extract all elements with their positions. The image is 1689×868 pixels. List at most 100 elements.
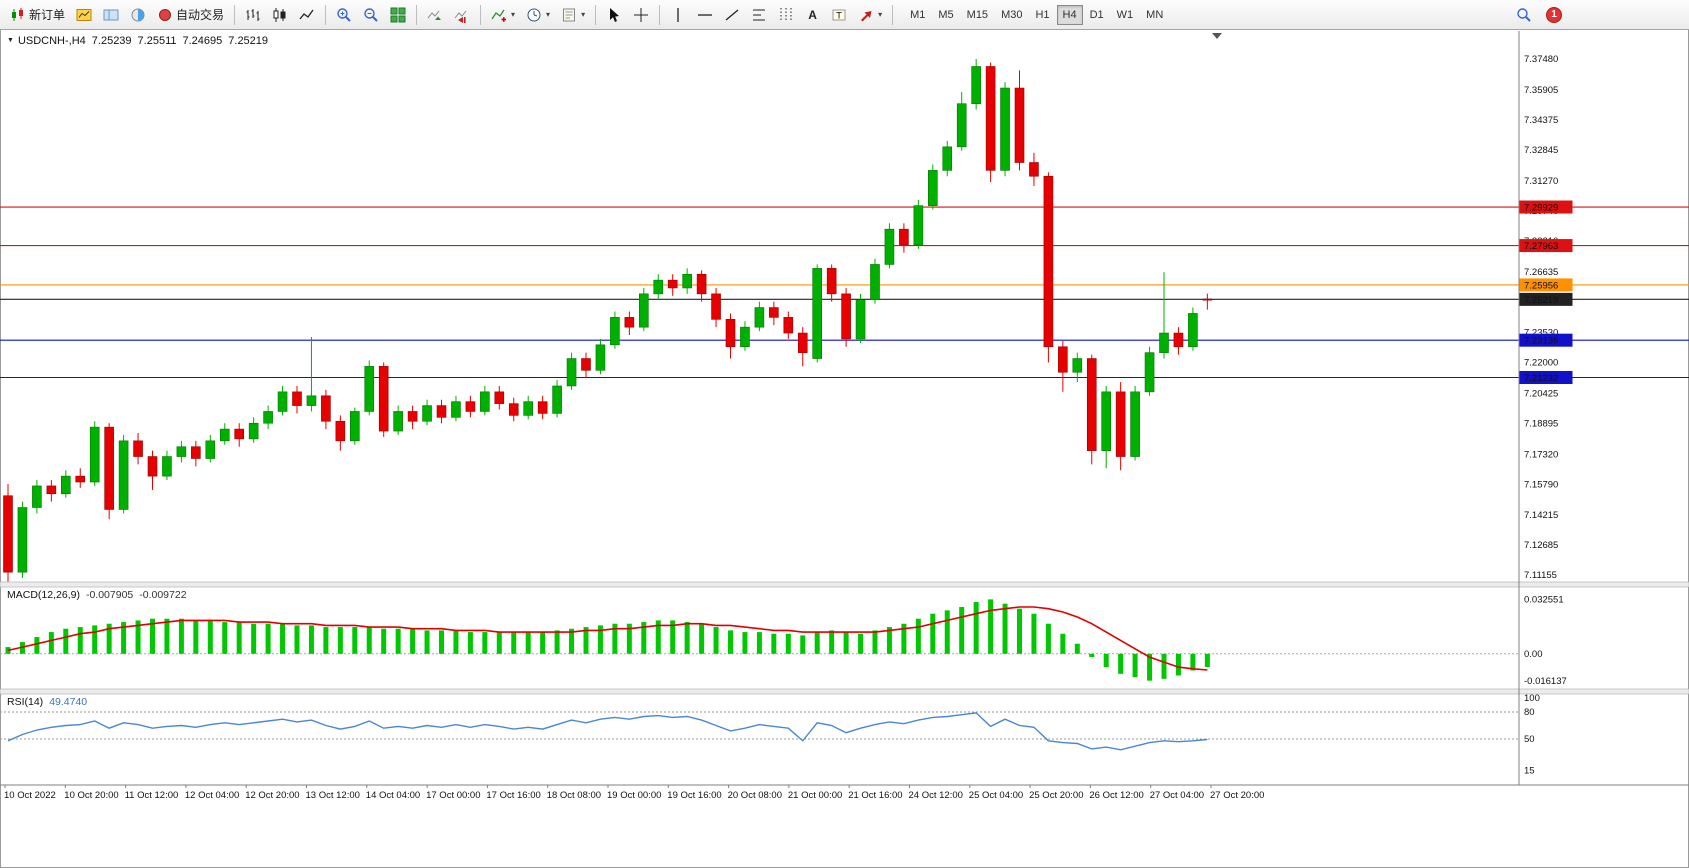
- candle-body: [581, 358, 591, 371]
- text-button[interactable]: A: [800, 3, 825, 27]
- new-order-button[interactable]: 新订单: [5, 3, 70, 27]
- timeframe-button-mn[interactable]: MN: [1140, 5, 1169, 25]
- macd-bar: [944, 610, 950, 654]
- ohlc-low: 7.24695: [182, 35, 223, 47]
- price-axis-labels[interactable]: 7.374807.359057.343757.328457.312707.297…: [1524, 54, 1558, 581]
- macd-bar: [1074, 643, 1080, 654]
- macd-bar: [439, 630, 444, 654]
- panel-separator[interactable]: [0, 581, 1689, 588]
- indicators-button[interactable]: ▾: [486, 3, 520, 27]
- market-watch-button[interactable]: [71, 3, 97, 27]
- rsi-panel: [0, 711, 1519, 751]
- macd-bar: [106, 623, 112, 654]
- terminal-button[interactable]: [125, 3, 151, 27]
- macd-bar: [5, 647, 11, 654]
- autotrading-label: 自动交易: [176, 8, 225, 22]
- toolbar-separator: [480, 4, 482, 25]
- navigator-button[interactable]: [98, 3, 124, 27]
- arrows-button[interactable]: ▾: [853, 3, 887, 27]
- trendline-button[interactable]: [719, 3, 745, 27]
- timeframe-button-h4[interactable]: H4: [1056, 4, 1083, 25]
- price-axis-label: 7.15790: [1524, 479, 1558, 490]
- auto-scroll-button[interactable]: [422, 3, 448, 27]
- macd-bar: [164, 618, 170, 654]
- timeframe-button-h1[interactable]: H1: [1029, 5, 1055, 25]
- crosshair-button[interactable]: [628, 3, 654, 27]
- macd-bar: [713, 627, 719, 654]
- candle-body: [1029, 162, 1039, 177]
- macd-name: MACD(12,26,9): [7, 589, 80, 601]
- fibonacci-button[interactable]: [746, 3, 772, 27]
- horizontal-line-button[interactable]: [692, 3, 718, 27]
- candle-body: [797, 332, 808, 353]
- cycle-lines-button[interactable]: [773, 3, 799, 27]
- chevron-down-icon: ▾: [511, 10, 516, 19]
- price-axis-label: 7.14215: [1524, 510, 1558, 521]
- macd-bar: [655, 620, 661, 654]
- panel-separator[interactable]: [0, 688, 1689, 695]
- price-line-box: [1519, 333, 1573, 347]
- timeframe-button-m1[interactable]: M1: [904, 5, 931, 25]
- vertical-line-button[interactable]: [665, 3, 691, 27]
- bar-chart-icon: [245, 7, 261, 23]
- price-axis-label: 7.22000: [1524, 358, 1558, 369]
- candle-body: [422, 405, 432, 422]
- toolbar-separator: [325, 4, 327, 25]
- fibonacci-icon: [751, 7, 767, 23]
- zoom-out-button[interactable]: [358, 3, 384, 27]
- notification-badge[interactable]: 1: [1546, 6, 1562, 23]
- rsi-axis-label: 50: [1524, 734, 1535, 745]
- symbol-dropdown-icon[interactable]: ▼: [7, 37, 14, 44]
- macd-bar: [48, 632, 54, 654]
- macd-axis-label: -0.016137: [1524, 676, 1567, 687]
- line-chart-button[interactable]: [294, 3, 320, 27]
- autotrading-button[interactable]: 自动交易: [152, 3, 229, 27]
- macd-bar: [467, 632, 473, 654]
- price-line-box-label: 7.27963: [1524, 241, 1558, 252]
- chart-shift-marker[interactable]: [1212, 33, 1222, 39]
- toolbar-separator: [659, 4, 661, 25]
- macd-axis-label: 0.00: [1524, 649, 1543, 660]
- zoom-in-button[interactable]: [331, 3, 357, 27]
- time-axis-label: 19 Oct 16:00: [667, 790, 721, 801]
- periodicity-button[interactable]: ▾: [521, 3, 555, 27]
- candle-body: [653, 279, 664, 295]
- macd-bar: [525, 632, 531, 654]
- search-icon: [1516, 7, 1532, 23]
- arrows-icon: [858, 7, 874, 23]
- macd-bar: [785, 633, 791, 654]
- candle-body: [870, 264, 880, 301]
- candle-body: [480, 391, 490, 412]
- rsi-axis-labels[interactable]: 100 80 50 15: [1524, 693, 1540, 777]
- horizontal-lines[interactable]: [0, 206, 1689, 379]
- macd-axis-labels[interactable]: 0.032551 0.00 -0.016137: [1524, 595, 1567, 687]
- autotrading-icon: [157, 7, 173, 23]
- timeframe-button-m15[interactable]: M15: [961, 5, 994, 25]
- macd-bar: [670, 620, 676, 654]
- price-axis-label: 7.11155: [1524, 570, 1557, 581]
- text-label-button[interactable]: T: [826, 3, 852, 27]
- timeframe-button-w1[interactable]: W1: [1111, 5, 1140, 25]
- candle-body: [147, 456, 158, 477]
- timeframe-button-m30[interactable]: M30: [995, 5, 1028, 25]
- macd-bar: [236, 622, 242, 654]
- tile-windows-button[interactable]: [385, 3, 411, 27]
- macd-bar: [756, 632, 762, 654]
- time-axis-labels[interactable]: 10 Oct 2022 10 Oct 20:00 11 Oct 12:00 12 Oc…: [4, 785, 1264, 801]
- macd-main-value: -0.007905: [85, 589, 134, 601]
- search-button[interactable]: [1511, 3, 1537, 27]
- timeframe-button-m5[interactable]: M5: [932, 5, 959, 25]
- candle-body: [956, 103, 967, 148]
- candle-body: [407, 411, 418, 422]
- cursor-button[interactable]: [601, 3, 627, 27]
- candlestick-chart-button[interactable]: [267, 3, 293, 27]
- candle-body: [349, 411, 360, 442]
- chart-shift-button[interactable]: [449, 3, 475, 27]
- timeframe-button-d1[interactable]: D1: [1084, 5, 1110, 25]
- macd-bar: [1103, 653, 1109, 668]
- templates-button[interactable]: ▾: [556, 3, 590, 27]
- bar-chart-button[interactable]: [240, 3, 266, 27]
- rsi-axis-label: 15: [1524, 766, 1535, 777]
- time-axis-label: 11 Oct 12:00: [125, 790, 179, 801]
